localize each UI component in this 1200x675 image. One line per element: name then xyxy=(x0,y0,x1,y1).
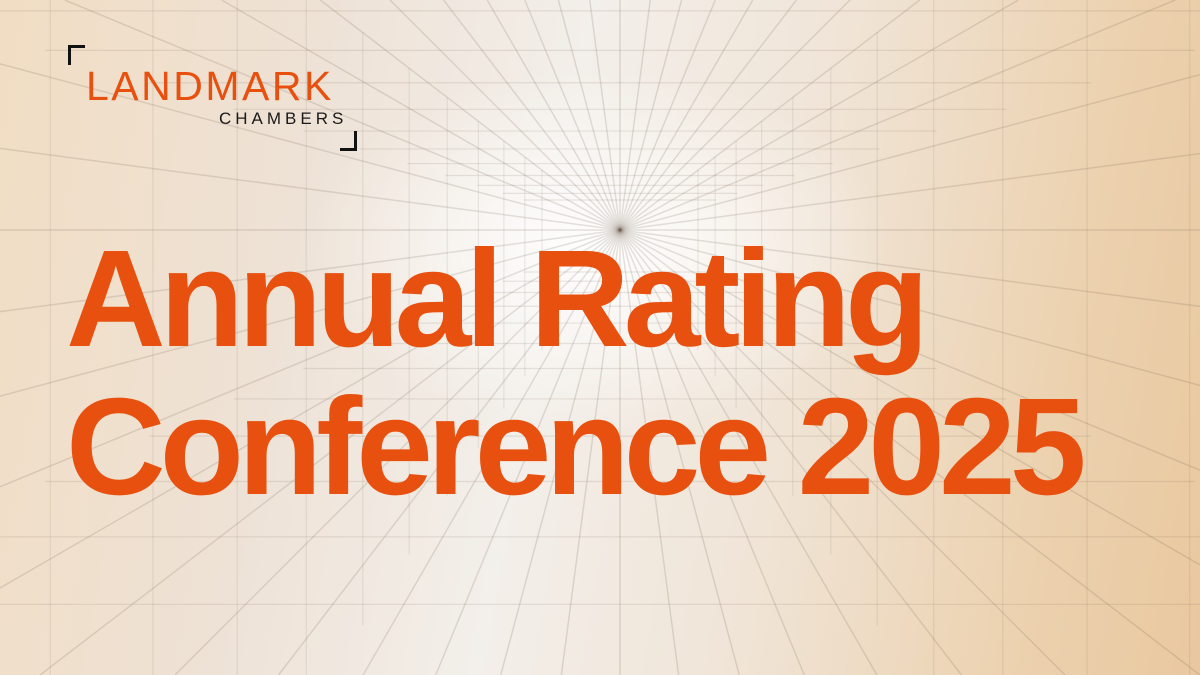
grid-line xyxy=(619,229,806,675)
grid-line xyxy=(588,0,621,231)
grid-line xyxy=(0,229,621,313)
grid-line xyxy=(619,0,798,231)
title-line-2: Conference 2025 xyxy=(66,370,1087,524)
grid-line xyxy=(174,229,621,675)
grid-line xyxy=(319,0,621,231)
grid-line xyxy=(557,0,621,231)
grid-line xyxy=(619,229,1200,387)
grid-line xyxy=(434,229,621,675)
grid-line xyxy=(362,229,621,675)
logo-subname: CHAMBERS xyxy=(219,109,348,128)
grid-line xyxy=(619,0,1176,231)
grid-line xyxy=(619,229,1200,308)
grid-line xyxy=(486,0,621,231)
grid-line xyxy=(0,229,621,589)
grid-line xyxy=(619,229,740,675)
logo-bracket-top-left xyxy=(68,45,85,65)
grid-line xyxy=(442,0,621,231)
grid-line xyxy=(619,229,680,675)
grid-line xyxy=(0,147,621,231)
grid-line xyxy=(619,152,1200,231)
grid-line xyxy=(619,229,878,675)
title-line-1: Annual Rating xyxy=(66,222,929,376)
grid-line xyxy=(619,0,1019,231)
grid-line xyxy=(64,0,621,231)
grid-line xyxy=(524,0,621,231)
logo-bracket-bottom-right xyxy=(340,131,357,151)
grid-line xyxy=(277,229,621,675)
logo-name: LANDMARK xyxy=(86,63,334,109)
grid-line xyxy=(221,0,621,231)
grid-line xyxy=(619,229,1200,566)
grid-line xyxy=(619,0,716,231)
grid-line xyxy=(619,0,652,231)
grid-line xyxy=(0,229,621,397)
grid-line xyxy=(560,229,621,675)
grid-line xyxy=(619,229,1200,471)
grid-line xyxy=(619,229,1066,675)
grid-line xyxy=(619,229,963,675)
grid-line xyxy=(39,229,621,675)
grid-line xyxy=(619,0,851,231)
grid-line xyxy=(389,0,621,231)
grid-line xyxy=(0,63,621,231)
grid-line xyxy=(619,0,683,231)
grid-line xyxy=(500,229,621,675)
grid-line xyxy=(619,73,1200,231)
grid-line xyxy=(619,229,1200,675)
grid-line xyxy=(619,0,921,231)
grid-line xyxy=(619,0,754,231)
grid-line xyxy=(0,229,621,488)
